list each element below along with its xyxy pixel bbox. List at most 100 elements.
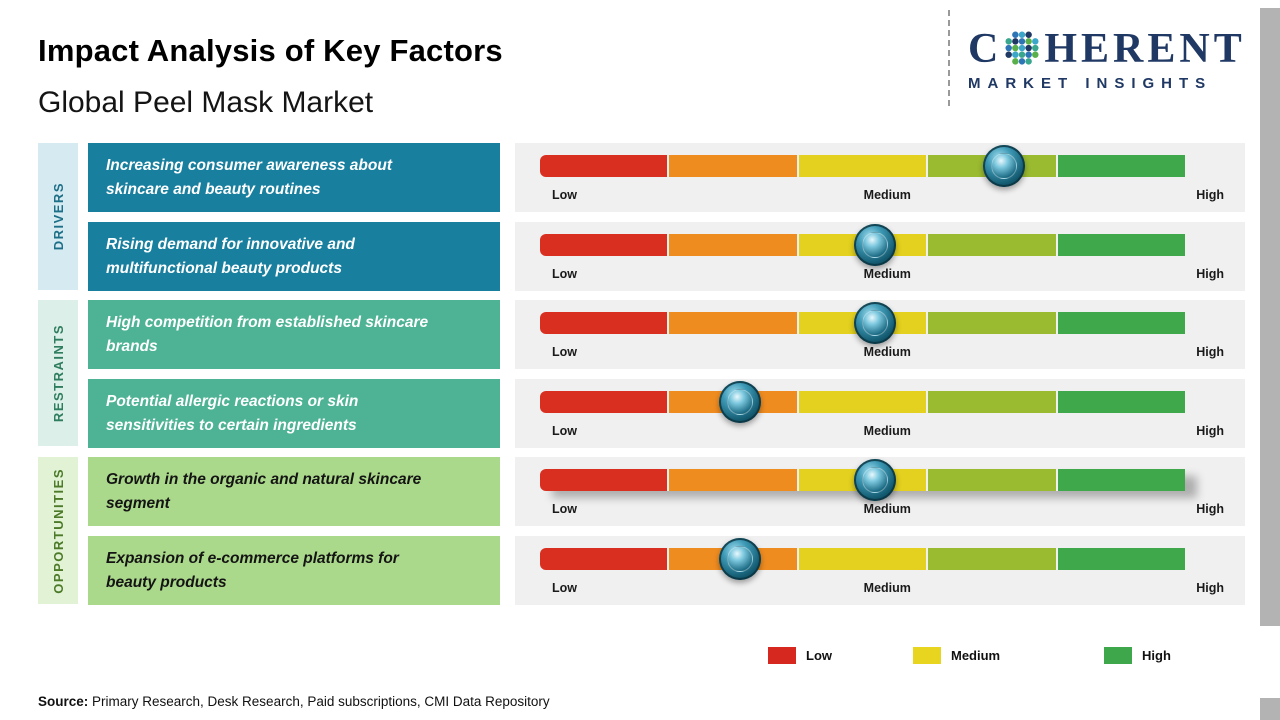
impact-scale-bar — [540, 224, 1186, 266]
factor-row: Potential allergic reactions or skin sen… — [88, 379, 1245, 448]
scale-segment — [1057, 469, 1186, 491]
scale-segment — [1057, 548, 1186, 570]
impact-marker — [854, 459, 897, 501]
impact-meter: Low Medium High — [515, 143, 1245, 212]
scale-label-high: High — [1196, 345, 1224, 359]
logo-wordmark: C HERENT — [968, 28, 1260, 70]
impact-meter: Low Medium High — [515, 300, 1245, 369]
scale-label-high: High — [1196, 267, 1224, 281]
source-text: Primary Research, Desk Research, Paid su… — [88, 694, 550, 709]
scale-labels: Low Medium High — [515, 267, 1245, 285]
scale-segment — [540, 155, 668, 177]
category-label: DRIVERS — [50, 182, 66, 251]
scale-label-medium: Medium — [863, 581, 911, 595]
logo-tagline: MARKET INSIGHTS — [968, 75, 1213, 92]
scale-segment — [928, 234, 1056, 256]
legend-item-medium: Medium — [913, 647, 1000, 664]
scale-labels: Low Medium High — [515, 581, 1245, 599]
source-note: Source: Primary Research, Desk Research,… — [38, 694, 550, 709]
legend-label-low: Low — [806, 648, 832, 663]
scale-label-medium: Medium — [863, 424, 911, 438]
scale-label-high: High — [1196, 188, 1224, 202]
impact-scale-bar — [540, 302, 1186, 344]
scale-labels: Low Medium High — [515, 502, 1245, 520]
scale-label-low: Low — [552, 188, 577, 202]
coherent-market-insights-logo: C HERENT MARKET INSIGHTS — [968, 28, 1260, 92]
legend-swatch-low — [768, 647, 796, 664]
logo-dotted-o-icon — [1005, 31, 1039, 65]
scale-segment — [928, 548, 1056, 570]
scale-segment — [798, 391, 927, 413]
logo-divider-dashed-line — [948, 10, 950, 106]
factor-box: Expansion of e-commerce platforms for be… — [88, 536, 500, 605]
category-label: RESTRAINTS — [50, 323, 66, 423]
legend-item-high: High — [1104, 647, 1171, 664]
logo-letter-c: C — [968, 26, 1003, 72]
scale-segment — [1057, 155, 1186, 177]
scale-label-medium: Medium — [863, 502, 911, 516]
factor-row: Rising demand for innovative and multifu… — [88, 222, 1245, 291]
scale-labels: Low Medium High — [515, 424, 1245, 442]
factor-row: Increasing consumer awareness about skin… — [88, 143, 1245, 212]
impact-marker — [718, 381, 761, 423]
legend-label-high: High — [1142, 648, 1171, 663]
page-subtitle: Global Peel Mask Market — [38, 86, 374, 119]
scale-segment — [1057, 312, 1186, 334]
scale-segment — [798, 548, 927, 570]
scale-segment — [540, 469, 668, 491]
scale-segment — [798, 155, 927, 177]
scale-segment — [669, 312, 797, 334]
scale-label-high: High — [1196, 424, 1224, 438]
legend-swatch-medium — [913, 647, 941, 664]
scale-segment — [928, 312, 1056, 334]
logo-word-rest: HERENT — [1044, 26, 1246, 72]
scale-segment — [928, 469, 1056, 491]
scale-labels: Low Medium High — [515, 345, 1245, 363]
factor-box: Rising demand for innovative and multifu… — [88, 222, 500, 291]
impact-scale-bar — [540, 459, 1186, 501]
scale-label-low: Low — [552, 424, 577, 438]
scale-segment — [1057, 234, 1186, 256]
category-tab-drivers: DRIVERS — [38, 143, 78, 290]
scale-label-medium: Medium — [863, 188, 911, 202]
scale-label-high: High — [1196, 502, 1224, 516]
legend-swatch-high — [1104, 647, 1132, 664]
scale-label-medium: Medium — [863, 345, 911, 359]
scale-segment — [669, 234, 797, 256]
bottom-right-corner-block — [1260, 698, 1280, 720]
impact-scale-bar — [540, 381, 1186, 423]
category-label: OPPORTUNITIES — [50, 467, 66, 594]
category-tab-opportunities: OPPORTUNITIES — [38, 457, 78, 604]
factor-row: High competition from established skinca… — [88, 300, 1245, 369]
scale-label-high: High — [1196, 581, 1224, 595]
impact-marker — [854, 302, 897, 344]
factor-box: Potential allergic reactions or skin sen… — [88, 379, 500, 448]
scale-segment — [1057, 391, 1186, 413]
page-title: Impact Analysis of Key Factors — [38, 33, 503, 68]
impact-meter: Low Medium High — [515, 457, 1245, 526]
scale-segment — [540, 234, 668, 256]
legend-label-medium: Medium — [951, 648, 1001, 663]
scale-labels: Low Medium High — [515, 188, 1245, 206]
impact-scale-bar — [540, 145, 1186, 187]
right-edge-bar — [1260, 8, 1280, 626]
scale-label-low: Low — [552, 502, 577, 516]
factor-row: Growth in the organic and natural skinca… — [88, 457, 1245, 526]
factor-box: Increasing consumer awareness about skin… — [88, 143, 500, 212]
scale-label-medium: Medium — [863, 267, 911, 281]
scale-segment — [669, 155, 797, 177]
scale-segment — [669, 469, 797, 491]
scale-segment — [540, 391, 668, 413]
scale-label-low: Low — [552, 267, 577, 281]
impact-marker — [854, 224, 897, 266]
scale-segment — [540, 548, 668, 570]
impact-marker — [718, 538, 761, 580]
scale-segment — [928, 391, 1056, 413]
impact-meter: Low Medium High — [515, 379, 1245, 448]
scale-label-low: Low — [552, 581, 577, 595]
category-tab-restraints: RESTRAINTS — [38, 300, 78, 446]
impact-scale-bar — [540, 538, 1186, 580]
scale-segment — [540, 312, 668, 334]
impact-meter: Low Medium High — [515, 222, 1245, 291]
